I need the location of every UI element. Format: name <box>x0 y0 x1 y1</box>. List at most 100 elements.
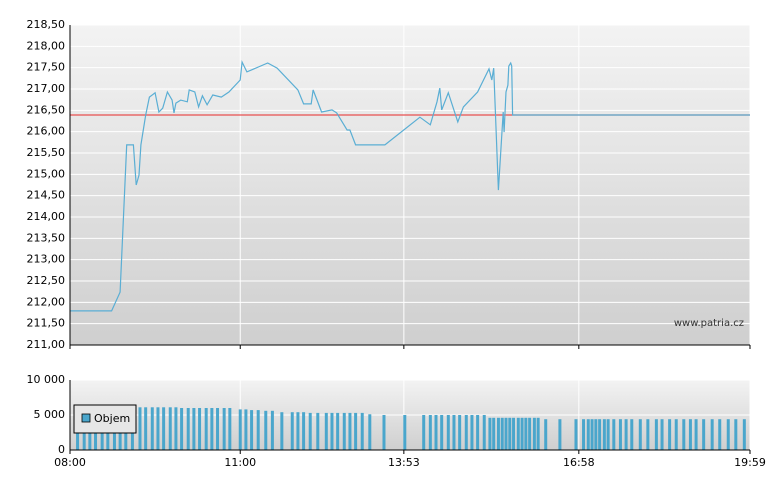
volume-bar <box>458 415 462 450</box>
volume-bar <box>674 419 678 450</box>
volume-bar <box>508 417 512 450</box>
volume-bar <box>290 412 294 450</box>
volume-bar <box>512 417 516 450</box>
volume-bar <box>264 410 268 450</box>
y-tick-label: 10 000 <box>27 373 66 386</box>
volume-bar <box>630 419 634 450</box>
volume-bar <box>428 415 432 450</box>
volume-bar <box>602 419 606 450</box>
volume-bar <box>403 415 407 450</box>
volume-bar <box>222 408 226 450</box>
volume-bar <box>574 419 578 450</box>
y-tick-label: 215,00 <box>27 167 66 180</box>
volume-bar <box>330 412 334 450</box>
y-tick-label: 211,50 <box>27 317 66 330</box>
volume-bar <box>558 419 562 450</box>
volume-bar <box>210 408 214 450</box>
y-tick-label: 212,00 <box>27 295 66 308</box>
y-tick-label: 216,00 <box>27 125 66 138</box>
volume-bar <box>302 412 306 450</box>
volume-bar <box>654 419 658 450</box>
y-tick-label: 217,50 <box>27 61 66 74</box>
volume-bar <box>734 419 738 450</box>
y-tick-label: 212,50 <box>27 274 66 287</box>
volume-bar <box>434 415 438 450</box>
volume-bar <box>688 419 692 450</box>
volume-bar <box>618 419 622 450</box>
volume-bar <box>280 412 284 450</box>
y-tick-label: 213,50 <box>27 231 66 244</box>
volume-bar <box>646 419 650 450</box>
volume-bar <box>536 417 540 450</box>
volume-bar <box>270 410 274 450</box>
volume-bar <box>516 417 520 450</box>
volume-bar <box>342 412 346 450</box>
volume-bar <box>192 408 196 450</box>
y-tick-label: 217,00 <box>27 82 66 95</box>
volume-bar <box>198 408 202 450</box>
volume-bar <box>244 409 248 450</box>
x-tick-label: 11:00 <box>224 456 256 469</box>
volume-bar <box>156 407 160 450</box>
volume-bar <box>360 412 364 450</box>
volume-bar <box>382 415 386 450</box>
volume-bar <box>726 419 730 450</box>
y-tick-label: 218,50 <box>27 18 66 31</box>
volume-bar <box>694 419 698 450</box>
volume-bar <box>496 417 500 450</box>
volume-bar <box>476 415 480 450</box>
volume-bar <box>500 417 504 450</box>
volume-bar <box>464 415 468 450</box>
volume-bar <box>216 408 220 450</box>
volume-bar <box>638 419 642 450</box>
x-tick-label: 08:00 <box>54 456 86 469</box>
volume-bar <box>470 415 474 450</box>
volume-bar <box>682 419 686 450</box>
volume-bar <box>660 419 664 450</box>
volume-bar <box>228 408 232 450</box>
y-tick-label: 5 000 <box>34 408 66 421</box>
volume-bar <box>336 412 340 450</box>
volume-bar <box>582 419 586 450</box>
volume-bar <box>174 407 178 450</box>
volume-bar <box>204 408 208 450</box>
x-tick-label: 16:58 <box>563 456 595 469</box>
volume-bar <box>532 417 536 450</box>
volume-bar <box>168 407 172 450</box>
volume-bar <box>186 408 190 450</box>
y-tick-label: 218,00 <box>27 39 66 52</box>
volume-bar <box>710 419 714 450</box>
volume-bar <box>594 419 598 450</box>
volume-bar <box>488 417 492 450</box>
y-tick-label: 211,00 <box>27 338 66 351</box>
price-line <box>70 59 750 312</box>
y-tick-label: 0 <box>58 443 65 456</box>
watermark: www.patria.cz <box>674 318 744 329</box>
volume-bar <box>718 419 722 450</box>
volume-bar <box>702 419 706 450</box>
legend: Objem <box>73 404 137 434</box>
volume-bar <box>296 412 300 450</box>
x-tick-label: 13:53 <box>388 456 420 469</box>
volume-bar <box>180 408 184 450</box>
volume-bar <box>368 414 372 450</box>
y-tick-label: 213,00 <box>27 253 66 266</box>
volume-bar <box>590 419 594 450</box>
volume-bar <box>598 419 602 450</box>
volume-bar <box>316 412 320 450</box>
volume-bar <box>162 407 166 450</box>
volume-bar <box>612 419 616 450</box>
volume-bar <box>238 409 242 450</box>
y-tick-label: 215,50 <box>27 146 66 159</box>
volume-bar <box>348 412 352 450</box>
volume-bar <box>586 419 590 450</box>
y-tick-label: 214,50 <box>27 189 66 202</box>
volume-bar <box>422 415 426 450</box>
volume-bar <box>520 417 524 450</box>
volume-bar <box>256 410 260 450</box>
y-tick-label: 214,00 <box>27 210 66 223</box>
volume-bar <box>504 417 508 450</box>
volume-bar <box>138 407 142 450</box>
volume-bar <box>482 415 486 450</box>
